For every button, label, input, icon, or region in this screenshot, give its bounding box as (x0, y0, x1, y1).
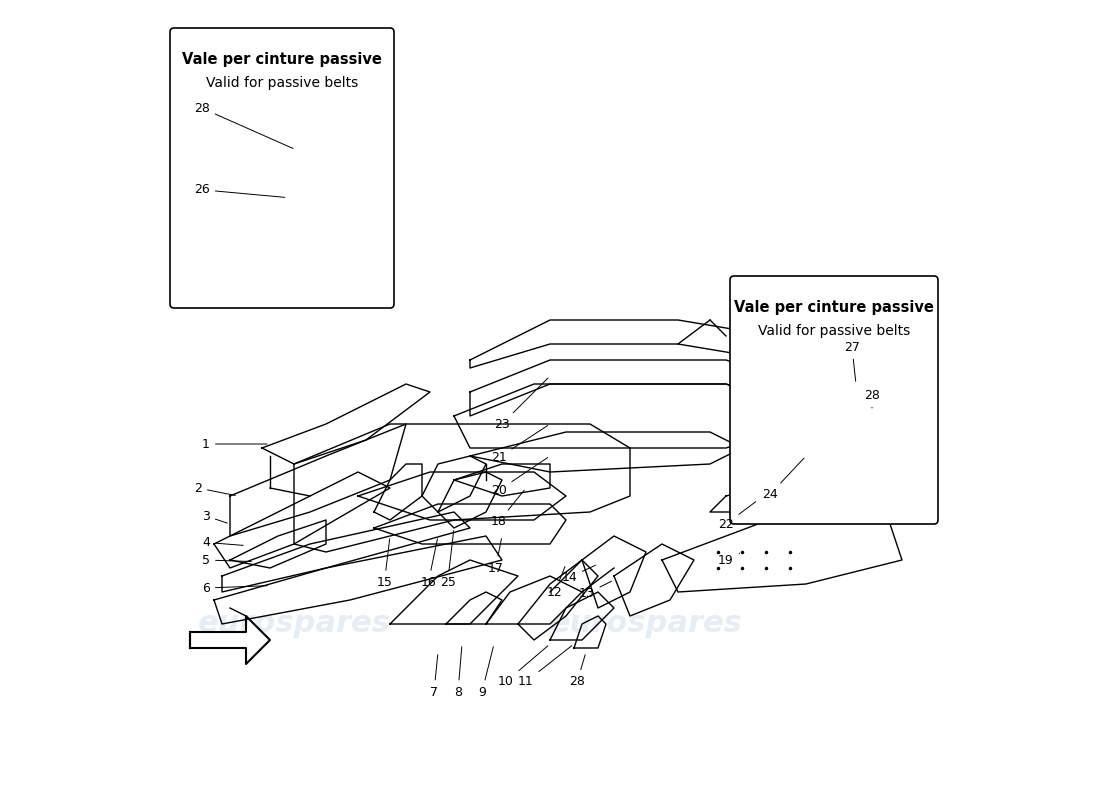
Text: 14: 14 (561, 565, 595, 584)
Text: 9: 9 (478, 646, 493, 698)
Text: eurospares: eurospares (550, 610, 742, 638)
Text: 15: 15 (376, 538, 393, 589)
Text: 21: 21 (491, 426, 548, 464)
Text: 17: 17 (487, 538, 504, 574)
Text: 22: 22 (718, 502, 756, 530)
Text: 28: 28 (864, 389, 880, 408)
Text: 26: 26 (194, 183, 285, 198)
Text: 27: 27 (844, 341, 860, 382)
Text: 11: 11 (518, 646, 572, 688)
Text: 13: 13 (579, 582, 612, 600)
Text: 24: 24 (762, 458, 804, 501)
Text: 16: 16 (420, 538, 438, 589)
Text: 3: 3 (202, 510, 228, 523)
Text: 12: 12 (547, 566, 565, 598)
Text: 6: 6 (202, 582, 267, 594)
Text: Vale per cinture passive: Vale per cinture passive (183, 52, 382, 67)
Text: 25: 25 (440, 530, 455, 589)
Text: Valid for passive belts: Valid for passive belts (758, 324, 910, 338)
Text: 1: 1 (202, 438, 267, 450)
Text: 10: 10 (498, 646, 548, 688)
Text: 2: 2 (194, 482, 235, 495)
Text: 28: 28 (570, 654, 585, 688)
Text: 18: 18 (491, 490, 525, 528)
Text: 8: 8 (454, 646, 462, 698)
Text: 19: 19 (718, 554, 739, 566)
Text: Vale per cinture passive: Vale per cinture passive (734, 300, 934, 315)
Text: 5: 5 (202, 554, 251, 566)
Text: eurospares: eurospares (198, 610, 390, 638)
Text: 28: 28 (194, 102, 293, 149)
FancyBboxPatch shape (730, 276, 938, 524)
Text: 23: 23 (494, 378, 548, 430)
Text: 20: 20 (491, 458, 548, 497)
FancyBboxPatch shape (170, 28, 394, 308)
Text: Valid for passive belts: Valid for passive belts (206, 76, 359, 90)
Text: 7: 7 (430, 654, 438, 698)
Text: 4: 4 (202, 536, 243, 549)
